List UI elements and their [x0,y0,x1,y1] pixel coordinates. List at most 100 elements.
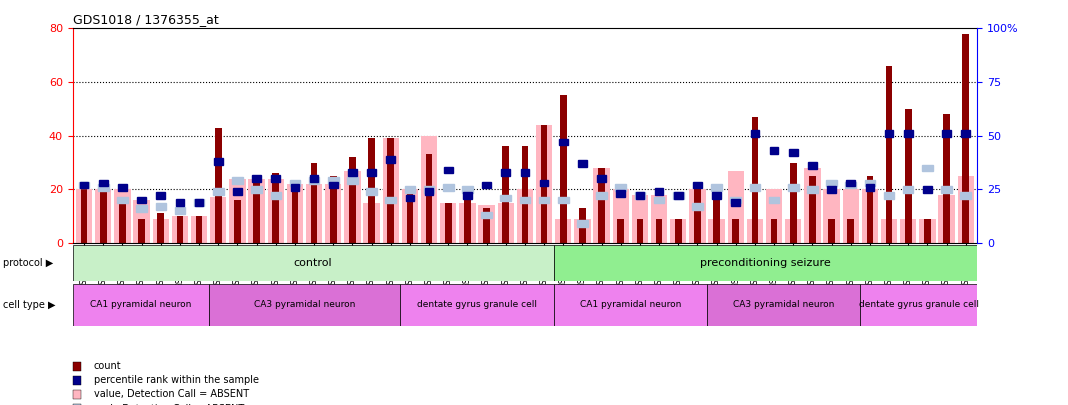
Bar [747,219,763,243]
Bar [540,125,548,243]
Bar [960,192,971,199]
Bar [134,200,150,243]
Bar [920,219,936,243]
Bar [459,203,475,243]
Bar [191,216,207,243]
Bar [823,190,839,243]
Bar [310,175,318,182]
Bar [440,203,456,243]
Bar [788,184,799,190]
Bar [233,188,241,195]
Bar [733,219,739,243]
Bar [866,176,874,243]
Bar [536,125,552,243]
Bar [81,190,88,243]
Bar [137,205,147,212]
Bar [632,195,648,243]
Bar [215,128,222,243]
Bar [120,200,126,243]
Bar [861,284,977,326]
Bar [770,147,779,154]
Bar [961,130,970,137]
Bar [289,179,300,186]
Bar [172,216,188,243]
Bar [76,190,92,243]
Bar [344,171,361,243]
Bar [424,186,435,193]
Bar [138,197,146,203]
Bar [501,194,511,201]
Text: value, Detection Call = ABSENT: value, Detection Call = ABSENT [94,390,249,399]
Bar [388,139,394,243]
Bar [443,184,454,190]
Bar [348,169,357,175]
Bar [483,208,490,243]
Bar [328,177,339,184]
Bar [325,184,342,243]
Bar [329,182,337,188]
Bar [421,136,437,243]
Text: GDS1018 / 1376355_at: GDS1018 / 1376355_at [73,13,218,26]
Text: CA1 pyramidal neuron: CA1 pyramidal neuron [580,300,681,309]
Bar [943,114,949,243]
Bar [616,190,625,197]
Bar [942,130,951,137]
Bar [555,219,571,243]
Bar [539,197,549,203]
Bar [367,169,376,175]
Bar [521,147,529,243]
Bar [635,192,644,199]
Bar [425,188,434,195]
Bar [693,182,702,188]
Bar [445,203,452,243]
Bar [253,176,260,243]
Bar [119,184,127,190]
Bar [557,197,568,203]
Bar [386,197,396,203]
Bar [789,149,798,156]
Bar [271,175,280,182]
Bar [292,184,298,243]
Bar [114,190,130,243]
Bar [426,154,433,243]
Bar [711,184,722,190]
Bar [810,176,816,243]
Bar [807,186,818,193]
Bar [673,192,684,199]
Bar [478,205,494,243]
Bar [675,219,681,243]
Bar [330,176,336,243]
Bar [502,169,511,175]
Bar [598,168,604,243]
Bar [272,173,279,243]
Bar [311,162,317,243]
Bar [214,158,222,165]
Bar [785,219,801,243]
Bar [750,184,760,190]
Bar [656,219,662,243]
Bar [249,179,265,243]
Bar [865,184,875,190]
Bar [732,199,740,206]
Bar [769,197,780,203]
Text: count: count [94,361,122,371]
Bar [689,190,706,243]
Bar [366,188,377,195]
Bar [881,219,897,243]
Bar [98,184,109,190]
Bar [176,216,184,243]
Bar [175,207,185,214]
Bar [482,212,492,218]
Bar [520,197,530,203]
Bar [579,208,585,243]
Bar [650,195,668,243]
Bar [100,190,107,243]
Bar [382,139,399,243]
Bar [309,177,319,184]
Bar [752,117,758,243]
Bar [349,157,356,243]
Bar [138,219,145,243]
Bar [865,179,875,186]
Bar [517,190,533,243]
Bar [368,139,375,243]
